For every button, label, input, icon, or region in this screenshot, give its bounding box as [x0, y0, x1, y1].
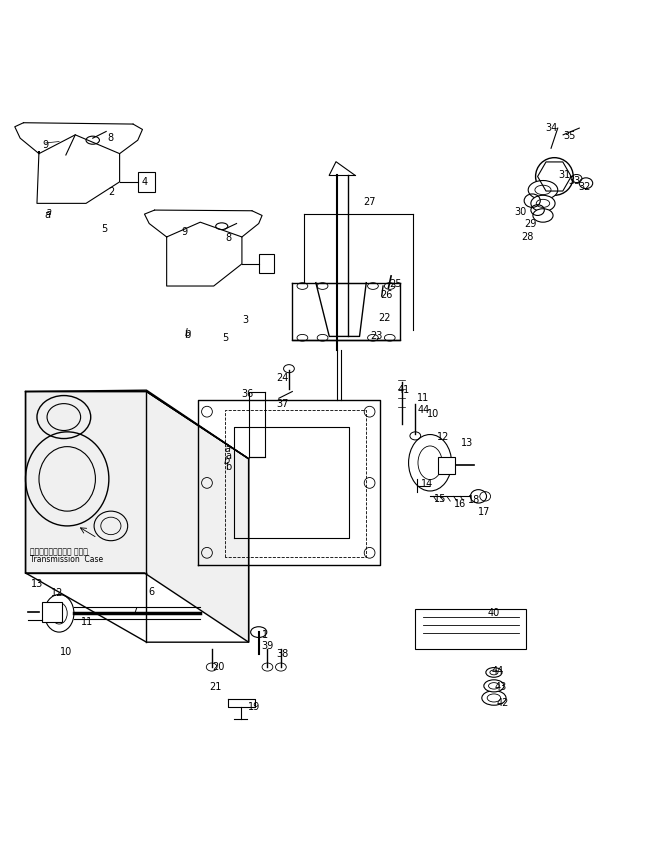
Text: 5: 5: [101, 224, 108, 234]
Text: 37: 37: [276, 399, 288, 409]
Text: 5: 5: [222, 332, 228, 343]
Text: 43: 43: [495, 682, 507, 692]
Ellipse shape: [528, 181, 558, 200]
Text: 2: 2: [108, 187, 114, 197]
Ellipse shape: [533, 208, 553, 222]
Text: 7: 7: [131, 607, 138, 617]
Text: 18: 18: [468, 495, 480, 505]
Text: 23: 23: [370, 331, 382, 342]
Text: 8: 8: [108, 133, 114, 143]
Text: トランスミッション ケース: トランスミッション ケース: [30, 547, 88, 556]
Text: 11: 11: [417, 393, 429, 403]
Text: 11: 11: [81, 617, 93, 627]
Text: Transmission  Case: Transmission Case: [30, 555, 103, 564]
Text: 21: 21: [209, 682, 221, 692]
Text: 8: 8: [225, 232, 232, 243]
Ellipse shape: [536, 158, 573, 195]
Text: 30: 30: [515, 208, 527, 217]
Text: 9: 9: [42, 139, 49, 150]
Text: b: b: [185, 328, 192, 338]
Text: 4: 4: [141, 177, 148, 187]
Ellipse shape: [484, 680, 504, 692]
Text: 3: 3: [242, 314, 249, 325]
Ellipse shape: [531, 195, 555, 212]
Polygon shape: [37, 135, 120, 203]
Ellipse shape: [216, 223, 228, 230]
Text: 39: 39: [261, 641, 274, 651]
Ellipse shape: [86, 136, 99, 145]
Text: 9: 9: [181, 227, 188, 238]
Text: 17: 17: [478, 507, 490, 517]
Text: 12: 12: [437, 432, 450, 443]
Ellipse shape: [470, 490, 487, 503]
Text: 13: 13: [461, 437, 473, 448]
Text: 10: 10: [427, 409, 439, 418]
Text: b: b: [224, 455, 230, 466]
Text: a: a: [224, 444, 230, 455]
Bar: [42, 602, 62, 622]
Text: 29: 29: [525, 219, 537, 228]
Text: 25: 25: [389, 279, 401, 289]
Text: 13: 13: [31, 579, 43, 589]
Text: 10: 10: [60, 647, 72, 657]
FancyBboxPatch shape: [415, 609, 526, 649]
Text: 36: 36: [241, 388, 253, 399]
Text: 22: 22: [378, 313, 390, 323]
Polygon shape: [26, 390, 249, 642]
Text: a: a: [226, 451, 231, 461]
Text: 28: 28: [521, 232, 534, 242]
Text: 35: 35: [564, 131, 576, 141]
Text: 44: 44: [491, 666, 503, 676]
Text: 38: 38: [276, 648, 288, 659]
Text: 40: 40: [488, 608, 500, 618]
Text: 33: 33: [569, 176, 581, 185]
Text: 34: 34: [545, 123, 557, 133]
Text: 1: 1: [262, 630, 269, 641]
Text: 31: 31: [558, 170, 571, 180]
Text: 24: 24: [276, 373, 288, 383]
Text: a: a: [44, 210, 50, 220]
Bar: [259, 254, 274, 273]
Text: 26: 26: [380, 290, 392, 300]
Text: 42: 42: [497, 697, 509, 708]
Text: 27: 27: [364, 197, 376, 207]
Text: 41: 41: [397, 385, 409, 395]
Ellipse shape: [579, 178, 593, 189]
Text: 16: 16: [454, 499, 466, 510]
Text: 32: 32: [579, 183, 591, 192]
Ellipse shape: [482, 691, 506, 705]
Text: 20: 20: [212, 662, 224, 672]
Text: b: b: [183, 330, 190, 340]
Text: 15: 15: [434, 494, 446, 504]
Bar: [438, 457, 455, 474]
Text: 6: 6: [148, 587, 155, 597]
Text: 44: 44: [417, 406, 429, 415]
Text: 12: 12: [51, 588, 63, 598]
Text: 19: 19: [248, 703, 260, 712]
Polygon shape: [167, 222, 242, 286]
Text: a: a: [46, 208, 51, 217]
Text: b: b: [225, 462, 232, 473]
Ellipse shape: [486, 667, 502, 678]
Text: 14: 14: [421, 480, 433, 489]
Bar: [138, 172, 155, 192]
